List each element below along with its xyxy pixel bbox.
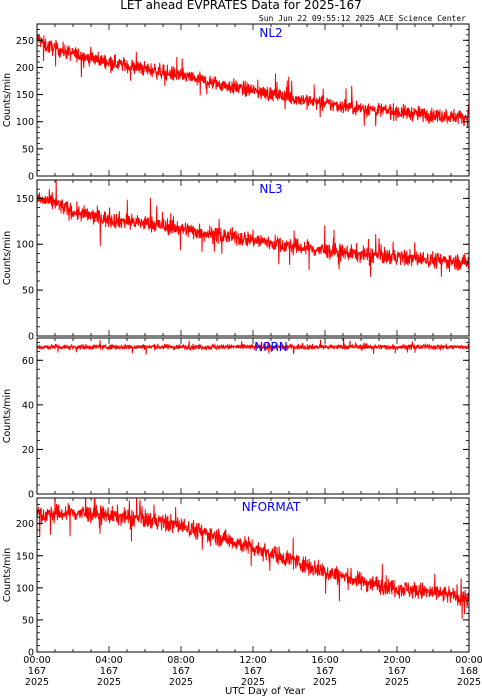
x-tick-time: 00:00 — [23, 655, 50, 666]
panel-nprn: 0 20 40 60 Counts/min NPRN — [2, 337, 470, 501]
x-tick-doy: 167 — [28, 666, 46, 677]
x-tick-doy: 167 — [100, 666, 118, 677]
y-tick-label: 0 — [28, 490, 34, 501]
y-tick-label: 100 — [16, 240, 34, 251]
panels: 050100150200250Counts/minNL2050100150Cou… — [2, 23, 482, 688]
x-axis-label: UTC Day of Year — [225, 686, 306, 697]
series-label-nl2: NL2 — [259, 26, 282, 40]
timestamp: Sun Jun 22 09:55:12 2025 ACE Science Cen… — [259, 14, 466, 23]
series-label-nl3: NL3 — [259, 182, 282, 196]
y-axis-label: Counts/min — [2, 231, 13, 285]
y-tick-label: 150 — [16, 90, 34, 101]
y-axis-label: Counts/min — [2, 389, 13, 443]
plot-frame — [36, 337, 470, 495]
y-tick-label: 100 — [16, 117, 34, 128]
x-tick-doy: 167 — [316, 666, 334, 677]
x-tick-year: 2025 — [97, 677, 121, 688]
y-tick-label: 100 — [16, 583, 34, 594]
y-tick-label: 20 — [22, 445, 34, 456]
x-tick-doy: 168 — [460, 666, 478, 677]
x-tick-year: 2025 — [457, 677, 481, 688]
x-tick-time: 20:00 — [383, 655, 410, 666]
y-tick-label: 50 — [22, 286, 34, 297]
x-tick-time: 04:00 — [95, 655, 122, 666]
x-tick-labels: 00:00167202504:00167202508:00167202512:0… — [23, 655, 482, 688]
series-line-nprn — [37, 338, 469, 355]
figure-title: LET ahead EVPRATES Data for 2025-167 — [120, 0, 362, 12]
y-tick-label: 50 — [22, 144, 34, 155]
x-tick-year: 2025 — [169, 677, 193, 688]
y-tick-label: 0 — [28, 172, 34, 183]
x-tick-doy: 167 — [244, 666, 262, 677]
x-tick-year: 2025 — [313, 677, 337, 688]
panel-nformat: 0 50 100 150 200 Counts/min NFORMAT — [2, 497, 470, 659]
y-tick-label: 150 — [16, 551, 34, 562]
y-tick-label: 250 — [16, 36, 34, 47]
x-tick-time: 08:00 — [167, 655, 194, 666]
series-label-nformat: NFORMAT — [242, 500, 301, 514]
series-line-nl2 — [37, 33, 469, 129]
x-tick-time: 16:00 — [311, 655, 338, 666]
x-tick-year: 2025 — [241, 677, 265, 688]
y-axis-label: Counts/min — [2, 548, 13, 602]
plot-frame — [36, 23, 470, 177]
x-tick-doy: 167 — [388, 666, 406, 677]
x-tick-doy: 167 — [172, 666, 190, 677]
series-line-nl3 — [37, 180, 469, 277]
y-tick-label: 150 — [16, 194, 34, 205]
x-tick-year: 2025 — [25, 677, 49, 688]
panel-nl2: 0 50 100 150 200 250 Counts/min NL2 — [2, 23, 470, 183]
y-tick-label: 200 — [16, 63, 34, 74]
y-tick-label: 60 — [22, 356, 34, 367]
x-tick-time: 00:00 — [455, 655, 482, 666]
series-label-nprn: NPRN — [254, 340, 288, 354]
y-tick-label: 50 — [22, 615, 34, 626]
x-tick-year: 2025 — [385, 677, 409, 688]
y-tick-label: 0 — [28, 332, 34, 343]
y-tick-label: 200 — [16, 519, 34, 530]
y-tick-label: 40 — [22, 400, 34, 411]
panel-nl3: 0 50 100 150 Counts/min NL3 — [2, 179, 470, 343]
y-tick-label: 0 — [28, 648, 34, 659]
series-line-nformat — [37, 498, 469, 620]
y-axis-label: Counts/min — [2, 73, 13, 127]
x-tick-time: 12:00 — [239, 655, 266, 666]
